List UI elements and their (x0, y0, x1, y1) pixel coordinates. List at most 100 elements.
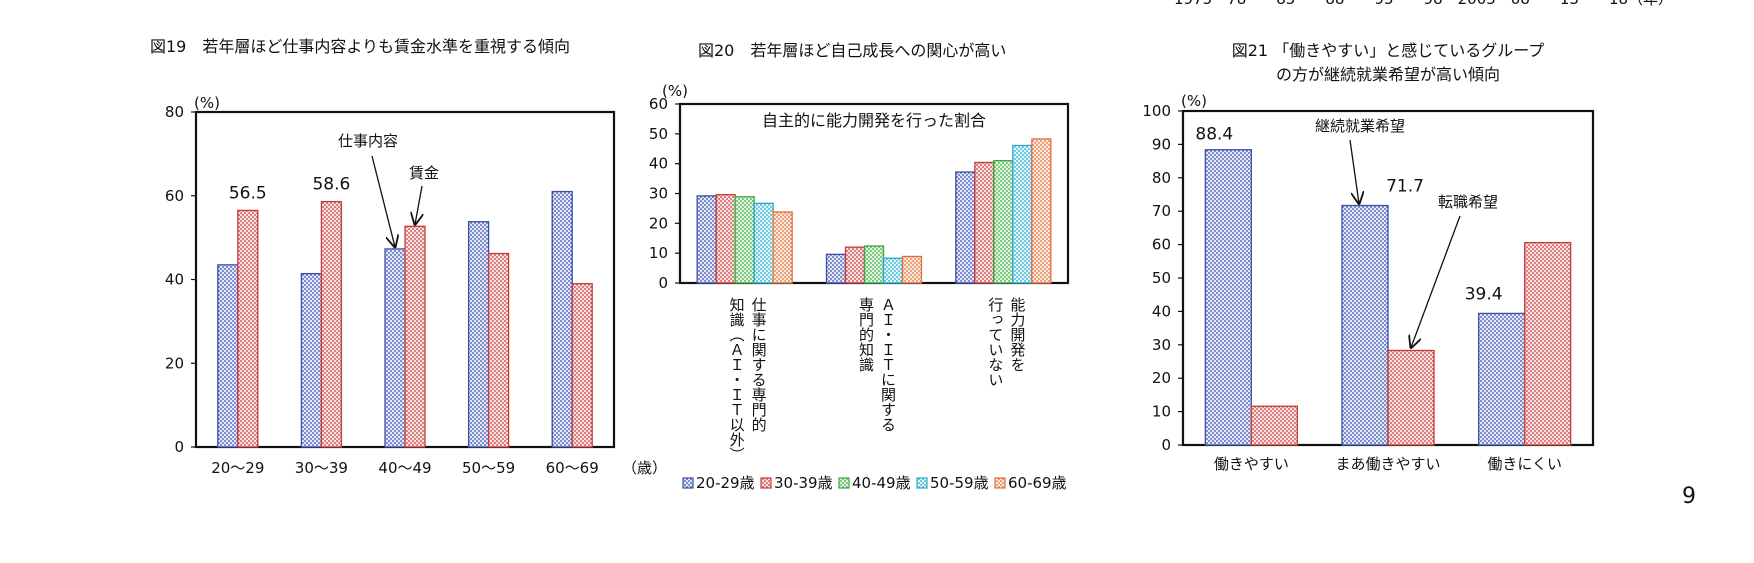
series-callout-shigoto: 仕事内容 (338, 132, 398, 150)
y-tick-label: 80 (1152, 169, 1171, 187)
x-tick-label: 50～59 (462, 459, 515, 477)
bar (1387, 349, 1435, 446)
y-tick-label: 0 (658, 274, 668, 292)
legend-swatch (994, 477, 1006, 489)
bar (882, 257, 904, 284)
bar (1031, 138, 1052, 284)
bar (320, 200, 343, 448)
data-label: 39.4 (1465, 284, 1503, 304)
bar (772, 211, 793, 284)
data-label: 56.5 (229, 183, 267, 203)
x-tick-label: 働きにくい (1487, 455, 1562, 473)
bar (863, 245, 885, 284)
data-label: 58.6 (312, 175, 350, 195)
bar (734, 196, 755, 284)
y-tick-label: 50 (649, 125, 668, 143)
bar (696, 195, 717, 284)
data-label: 71.7 (1386, 177, 1424, 197)
y-tick-label: 70 (1152, 202, 1171, 220)
bar (467, 221, 490, 448)
chart-subtitle: の方が継続就業希望が高い傾向 (1276, 65, 1500, 84)
y-tick-label: 10 (1152, 403, 1171, 421)
bar (487, 252, 510, 448)
x-tick-label: 行っていない (986, 297, 1004, 387)
x-tick-label: 60～69 (546, 459, 599, 477)
callout-arrow (371, 155, 395, 247)
y-tick-label: 20 (649, 214, 668, 232)
series-callout-keizoku: 継続就業希望 (1315, 117, 1405, 135)
y-tick-label: 0 (174, 438, 184, 456)
series-callout-tenshoku: 転職希望 (1438, 193, 1498, 211)
x-tick-label: 能力開発を (1008, 297, 1026, 372)
x-tick-label: まあ働きやすい (1335, 455, 1440, 473)
x-tick-label: 30～39 (295, 459, 348, 477)
chart-fig19: 図19 若年層ほど仕事内容よりも賃金水準を重視する傾向 (%) （歳） 0 20 40 60… (150, 37, 667, 477)
y-tick-label: 60 (649, 95, 668, 113)
bar (237, 209, 259, 448)
y-tick-label: 60 (1152, 236, 1171, 254)
chart-title: 図19 若年層ほど仕事内容よりも賃金水準を重視する傾向 (150, 37, 570, 56)
bar (384, 248, 406, 448)
callout-arrow (1349, 139, 1359, 204)
x-tick-label: 仕事に関する専門的 (750, 297, 768, 433)
legend-swatch (838, 477, 850, 489)
series-callout-chingin: 賃金 (409, 164, 439, 182)
legend-swatch (682, 477, 694, 489)
bar (955, 171, 976, 284)
top-axis-cut-label: 1975 78 85 88 95 98 2005 08 13 18（年） (1174, 0, 1673, 8)
y-tick-label: 20 (1152, 369, 1171, 387)
bar (974, 161, 995, 284)
y-tick-label: 80 (165, 103, 184, 121)
legend-label: 20-29歳 (696, 474, 755, 492)
x-tick-label: 20～29 (211, 459, 264, 477)
x-axis-unit: （歳） (622, 459, 667, 477)
bar (217, 264, 239, 448)
y-tick-label: 40 (649, 155, 668, 173)
x-tick-label: 40～49 (378, 459, 431, 477)
bar (1478, 312, 1526, 446)
callout-arrow (1411, 215, 1461, 347)
y-tick-label: 100 (1142, 102, 1171, 120)
bar (715, 194, 736, 284)
y-tick-label: 30 (1152, 336, 1171, 354)
y-tick-label: 90 (1152, 135, 1171, 153)
chart-subtitle: 自主的に能力開発を行った割合 (762, 111, 986, 130)
x-tick-label: 専門的知識 (857, 297, 875, 373)
legend-label: 40-49歳 (852, 474, 911, 492)
bar (844, 246, 866, 284)
y-tick-label: 50 (1152, 269, 1171, 287)
bar (993, 160, 1014, 284)
x-tick-label: ＡＩ・ＩＴに関する (879, 297, 897, 432)
bar (571, 283, 593, 448)
y-axis-unit: (%) (1181, 92, 1207, 110)
legend-label: 60-69歳 (1008, 474, 1067, 492)
bar (1204, 149, 1252, 446)
y-tick-label: 40 (165, 271, 184, 289)
bar (1250, 405, 1298, 446)
y-tick-label: 60 (165, 187, 184, 205)
bar (1012, 144, 1033, 284)
bar (1341, 204, 1389, 446)
bar (1524, 241, 1572, 446)
y-tick-label: 20 (165, 354, 184, 372)
y-axis-unit: (%) (194, 94, 220, 112)
data-label: 88.4 (1195, 125, 1233, 145)
bar (551, 190, 573, 448)
y-tick-label: 0 (1161, 436, 1171, 454)
y-tick-label: 40 (1152, 302, 1171, 320)
callout-arrow (415, 185, 422, 224)
x-tick-label: 働きやすい (1214, 455, 1289, 473)
legend-label: 50-59歳 (930, 474, 989, 492)
y-tick-label: 30 (649, 185, 668, 203)
legend-label: 30-39歳 (774, 474, 833, 492)
page-number: 9 (1682, 484, 1696, 509)
chart-title: 図20 若年層ほど自己成長への関心が高い (698, 41, 1006, 60)
bar (404, 225, 426, 448)
bar (753, 202, 774, 284)
y-axis-unit: (%) (662, 82, 688, 100)
legend-swatch (760, 477, 772, 489)
bar (825, 253, 847, 284)
